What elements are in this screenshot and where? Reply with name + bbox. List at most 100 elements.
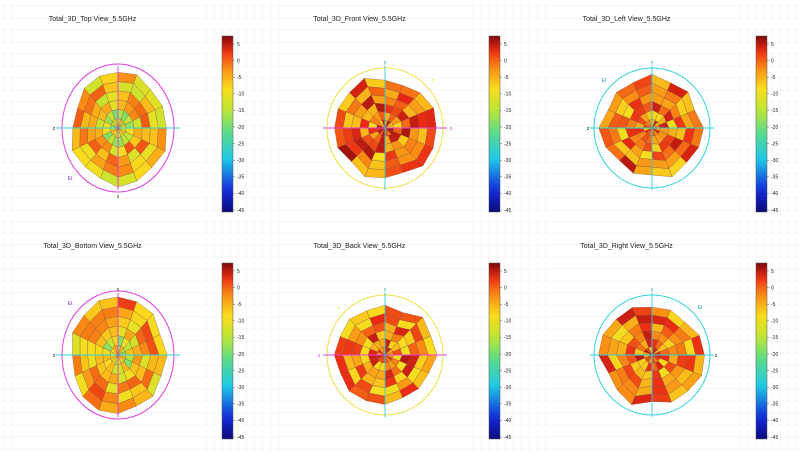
extra-axis-label: Et — [698, 305, 703, 311]
horizontal-axis-label: z — [715, 353, 718, 359]
colorbar-tick-label: 0 — [771, 285, 774, 291]
colorbar-tick-label: -20 — [504, 352, 511, 358]
colorbar-gradient — [221, 262, 234, 440]
colorbar-tick-label: -15 — [237, 335, 244, 341]
colorbar-tick-label: 0 — [237, 58, 240, 64]
colorbar-tick-label: -40 — [237, 418, 244, 424]
colorbar-tick-label: -45 — [771, 208, 778, 214]
colorbar-tick-label: -30 — [237, 158, 244, 164]
colorbar-tick-label: -10 — [771, 92, 778, 98]
colorbar-tick-label: -20 — [504, 125, 511, 131]
colorbar: 5 0 -5 -10 -15 -20 -25 -30 -35 -40 -45 — [488, 35, 511, 214]
colorbar-gradient — [488, 35, 501, 213]
colorbar-tick-label: -5 — [771, 302, 776, 308]
chart-panel-bottom: Total_3D_Bottom View_5.5GHz z x Et 5 0 -5 -10 -1… — [0, 227, 266, 451]
horizontal-axis-label: z — [53, 126, 56, 132]
vertical-axis-label: y — [384, 287, 387, 293]
colorbar-tick-label: -20 — [771, 125, 778, 131]
colorbar-tick-label: -10 — [504, 92, 511, 98]
colorbar-tick-label: -40 — [504, 418, 511, 424]
colorbar-gradient — [488, 262, 501, 440]
colorbar: 5 0 -5 -10 -15 -20 -25 -30 -35 -40 -45 — [221, 262, 244, 441]
colorbar-tick-label: -25 — [771, 141, 778, 147]
colorbar-tick-label: -30 — [504, 158, 511, 164]
colorbar-tick-label: -25 — [237, 141, 244, 147]
extra-axis-label: z — [338, 305, 341, 311]
colorbar-tick-label: -40 — [771, 191, 778, 197]
colorbar-tick-label: -30 — [771, 385, 778, 391]
colorbar-tick-label: -10 — [237, 319, 244, 325]
colorbar-tick-label: -15 — [237, 108, 244, 114]
colorbar-tick-label: -15 — [771, 335, 778, 341]
colorbar-tick-label: 5 — [504, 42, 507, 48]
colorbar: 5 0 -5 -10 -15 -20 -25 -30 -35 -40 -45 — [755, 262, 778, 441]
colorbar-tick-label: -15 — [504, 335, 511, 341]
colorbar-tick-label: -25 — [771, 368, 778, 374]
colorbar-tick-label: -25 — [504, 141, 511, 147]
colorbar-tick-label: -25 — [504, 368, 511, 374]
colorbar-tick-label: -15 — [771, 108, 778, 114]
colorbar-gradient — [755, 262, 768, 440]
chart-title: Total_3D_Front View_5.5GHz — [313, 16, 406, 23]
colorbar-tick-label: 5 — [237, 42, 240, 48]
colorbar: 5 0 -5 -10 -15 -20 -25 -30 -35 -40 -45 — [221, 35, 244, 214]
pattern-plot: z y Et — [587, 60, 714, 190]
chart-title: Total_3D_Back View_5.5GHz — [313, 243, 406, 250]
background-grid — [267, 227, 533, 451]
colorbar-tick-label: 5 — [237, 269, 240, 275]
colorbar: 5 0 -5 -10 -15 -20 -25 -30 -35 -40 -45 — [755, 35, 778, 214]
extra-axis-label: Et — [602, 78, 607, 84]
colorbar-tick-label: -30 — [504, 385, 511, 391]
colorbar-tick-label: -45 — [504, 208, 511, 214]
colorbar-tick-label: -45 — [504, 435, 511, 441]
colorbar-tick-label: -5 — [237, 75, 242, 81]
vertical-axis-label: x — [117, 287, 120, 293]
chart-title: Total_3D_Top View_5.5GHz — [48, 16, 137, 23]
pattern-plot: z x Et — [53, 287, 180, 420]
chart-panel-top: Total_3D_Top View_5.5GHz z x Et 5 0 -5 -10 -15 -2… — [0, 0, 266, 224]
colorbar-tick-label: -45 — [237, 435, 244, 441]
colorbar: 5 0 -5 -10 -15 -20 -25 -30 -35 -40 -45 — [488, 262, 511, 441]
colorbar-tick-label: -20 — [771, 352, 778, 358]
colorbar-tick-label: -35 — [237, 402, 244, 408]
colorbar-tick-label: 0 — [771, 58, 774, 64]
colorbar-tick-label: -45 — [771, 435, 778, 441]
colorbar-tick-label: -10 — [504, 319, 511, 325]
horizontal-axis-label: z — [53, 353, 56, 359]
chart-panel-right: Total_3D_Right View_5.5GHz z y Et 5 0 -5 -10 -15… — [534, 227, 800, 451]
extra-axis-label: Et — [68, 301, 73, 307]
colorbar-tick-label: 5 — [771, 42, 774, 48]
colorbar-tick-label: 0 — [504, 58, 507, 64]
chart-title: Total_3D_Right View_5.5GHz — [580, 243, 673, 250]
colorbar-gradient — [221, 35, 234, 213]
colorbar-tick-label: -40 — [237, 191, 244, 197]
colorbar-tick-label: -30 — [237, 385, 244, 391]
colorbar-tick-label: 0 — [237, 285, 240, 291]
colorbar-tick-label: -40 — [504, 191, 511, 197]
colorbar-tick-label: 0 — [504, 285, 507, 291]
vertical-axis-label: x — [117, 194, 120, 200]
colorbar-tick-label: -20 — [237, 352, 244, 358]
pattern-plot: z y Et — [590, 287, 718, 417]
pattern-plot: x y z — [323, 60, 453, 190]
colorbar-tick-label: 5 — [771, 269, 774, 275]
chart-title: Total_3D_Bottom View_5.5GHz — [43, 243, 142, 250]
colorbar-gradient — [755, 35, 768, 213]
colorbar-tick-label: -35 — [504, 175, 511, 181]
colorbar-tick-label: -15 — [504, 108, 511, 114]
colorbar-tick-label: -10 — [771, 319, 778, 325]
horizontal-axis-label: z — [587, 126, 590, 132]
colorbar-tick-label: 5 — [504, 269, 507, 275]
colorbar-tick-label: -45 — [237, 208, 244, 214]
vertical-axis-label: y — [651, 60, 654, 66]
chart-title: Total_3D_Left View_5.5GHz — [582, 16, 671, 23]
horizontal-axis-label: x — [318, 353, 321, 359]
pattern-plot: z x Et — [53, 63, 180, 200]
colorbar-tick-label: -35 — [504, 402, 511, 408]
colorbar-tick-label: -5 — [771, 75, 776, 81]
pattern-plot: x y z — [318, 287, 447, 417]
extra-axis-label: Et — [68, 176, 73, 182]
colorbar-tick-label: -25 — [237, 368, 244, 374]
colorbar-tick-label: -35 — [771, 402, 778, 408]
